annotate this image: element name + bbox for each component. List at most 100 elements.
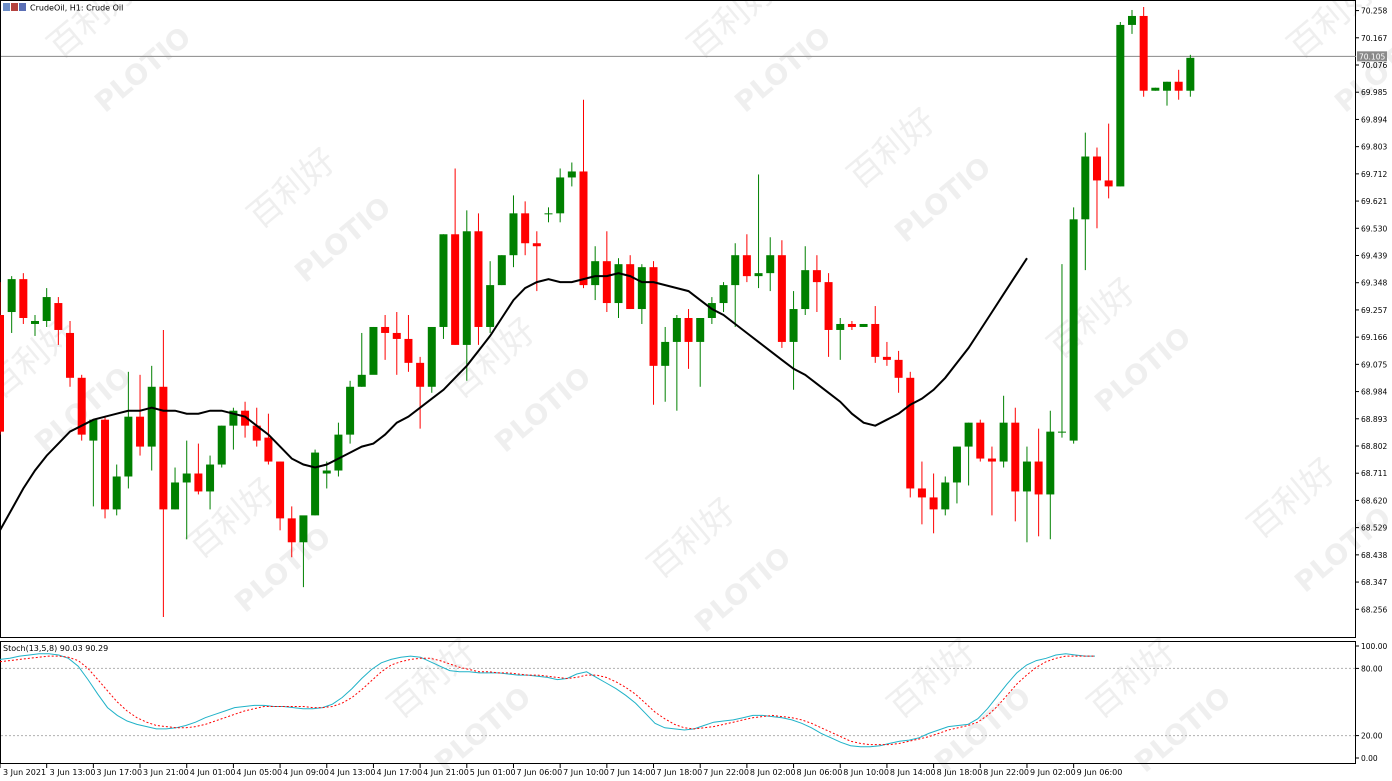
watermark-text: PLOTIO <box>688 540 797 639</box>
time-tick-label: 7 Jun 06:00 <box>516 768 562 777</box>
candle-body <box>941 482 950 510</box>
candle-body <box>159 386 168 510</box>
candle-body <box>649 267 658 366</box>
stoch-levels <box>1 667 1356 737</box>
stoch-tick-label: 100.00 <box>1361 642 1387 651</box>
candle <box>626 255 635 310</box>
candle <box>369 326 378 375</box>
time-tick-label: 9 Jun 06:00 <box>1077 768 1123 777</box>
candle <box>1174 69 1183 100</box>
candle-body <box>637 267 646 310</box>
candle-body <box>754 273 763 277</box>
time-tick-label: 8 Jun 06:00 <box>797 768 843 777</box>
candle <box>766 237 775 292</box>
candle <box>1069 207 1078 444</box>
watermark-text: PLOTIO <box>1128 680 1237 779</box>
candle-body <box>31 320 40 324</box>
candle-body <box>1011 422 1020 492</box>
price-tick-label: 68.529 <box>1361 524 1387 533</box>
candle-body <box>241 410 250 426</box>
symbol-title: CrudeOil, H1: Crude Oil <box>30 4 123 13</box>
candle <box>194 443 203 495</box>
stoch-axis: 100.00 80.00 20.00 0.00 <box>1356 642 1387 763</box>
price-tick-label: 69.348 <box>1361 279 1387 288</box>
candle-body <box>1046 431 1055 495</box>
candle-body <box>766 255 775 274</box>
candle-body <box>742 255 751 277</box>
candle-body <box>882 356 891 360</box>
time-tick-label: 4 Jun 21:00 <box>423 768 469 777</box>
time-tick-label: 4 Jun 01:00 <box>190 768 236 777</box>
time-tick-label: 7 Jun 18:00 <box>657 768 703 777</box>
candle-body <box>917 488 926 498</box>
candle-body <box>1163 81 1171 91</box>
watermark-text: 百利好 <box>880 631 984 727</box>
candle <box>521 201 530 256</box>
candle <box>894 350 903 393</box>
candle-body <box>1151 87 1160 91</box>
candle-body <box>544 213 553 215</box>
candle-body <box>976 422 985 459</box>
candle-body <box>964 422 973 447</box>
candle <box>882 341 891 366</box>
price-tick-label: 69.257 <box>1361 306 1387 315</box>
candle <box>987 446 996 516</box>
watermark-text: PLOTIO <box>288 190 397 289</box>
candle-body <box>906 377 915 489</box>
candle-body <box>824 282 833 330</box>
time-tick-label: 8 Jun 18:00 <box>937 768 983 777</box>
time-tick-label: 8 Jun 14:00 <box>890 768 936 777</box>
candle-body <box>567 171 576 178</box>
candle <box>719 282 728 313</box>
watermark-text: PLOTIO <box>928 680 1037 779</box>
candle <box>206 455 215 510</box>
candle-body <box>474 231 483 327</box>
stoch-tick-label: 20.00 <box>1361 732 1383 741</box>
price-tick-label: 69.712 <box>1361 170 1387 179</box>
candle-body <box>602 261 611 304</box>
candle <box>1163 81 1171 106</box>
candle <box>1139 6 1148 97</box>
candle <box>707 297 716 324</box>
time-tick-label: 8 Jun 10:00 <box>843 768 889 777</box>
candle <box>1057 264 1066 438</box>
candle <box>1127 9 1136 34</box>
candle <box>147 365 156 471</box>
time-tick-label: 9 Jun 02:00 <box>1030 768 1076 777</box>
candle <box>731 243 740 327</box>
candle-body <box>42 297 51 321</box>
candle <box>322 461 331 489</box>
candle <box>381 315 390 360</box>
candle <box>112 464 121 516</box>
candle <box>0 282 4 435</box>
candle <box>311 449 320 516</box>
candle-body <box>194 473 203 492</box>
candle-body <box>1057 431 1066 433</box>
candle <box>252 407 261 447</box>
candle-body <box>1127 15 1136 25</box>
watermark-text: 百利好 <box>640 491 744 587</box>
candle <box>486 261 495 333</box>
candle-body <box>311 452 320 516</box>
candle <box>976 419 985 462</box>
candle <box>182 440 191 540</box>
candle-body <box>264 437 273 462</box>
candle-body <box>136 416 145 447</box>
candle <box>451 168 460 345</box>
stoch-tick-label: 80.00 <box>1361 664 1383 673</box>
candle-body <box>0 315 4 432</box>
price-tick-label: 69.894 <box>1361 115 1387 124</box>
watermark-text: 百利好 <box>840 101 944 197</box>
candle-body <box>77 377 86 435</box>
candle <box>801 246 810 316</box>
candle <box>696 318 705 387</box>
time-tick-label: 7 Jun 22:00 <box>703 768 749 777</box>
candle <box>287 506 296 558</box>
candle-body <box>427 326 436 387</box>
stoch-tick-label: 0.00 <box>1361 754 1378 763</box>
candle-body <box>859 323 868 327</box>
candle <box>439 234 448 339</box>
